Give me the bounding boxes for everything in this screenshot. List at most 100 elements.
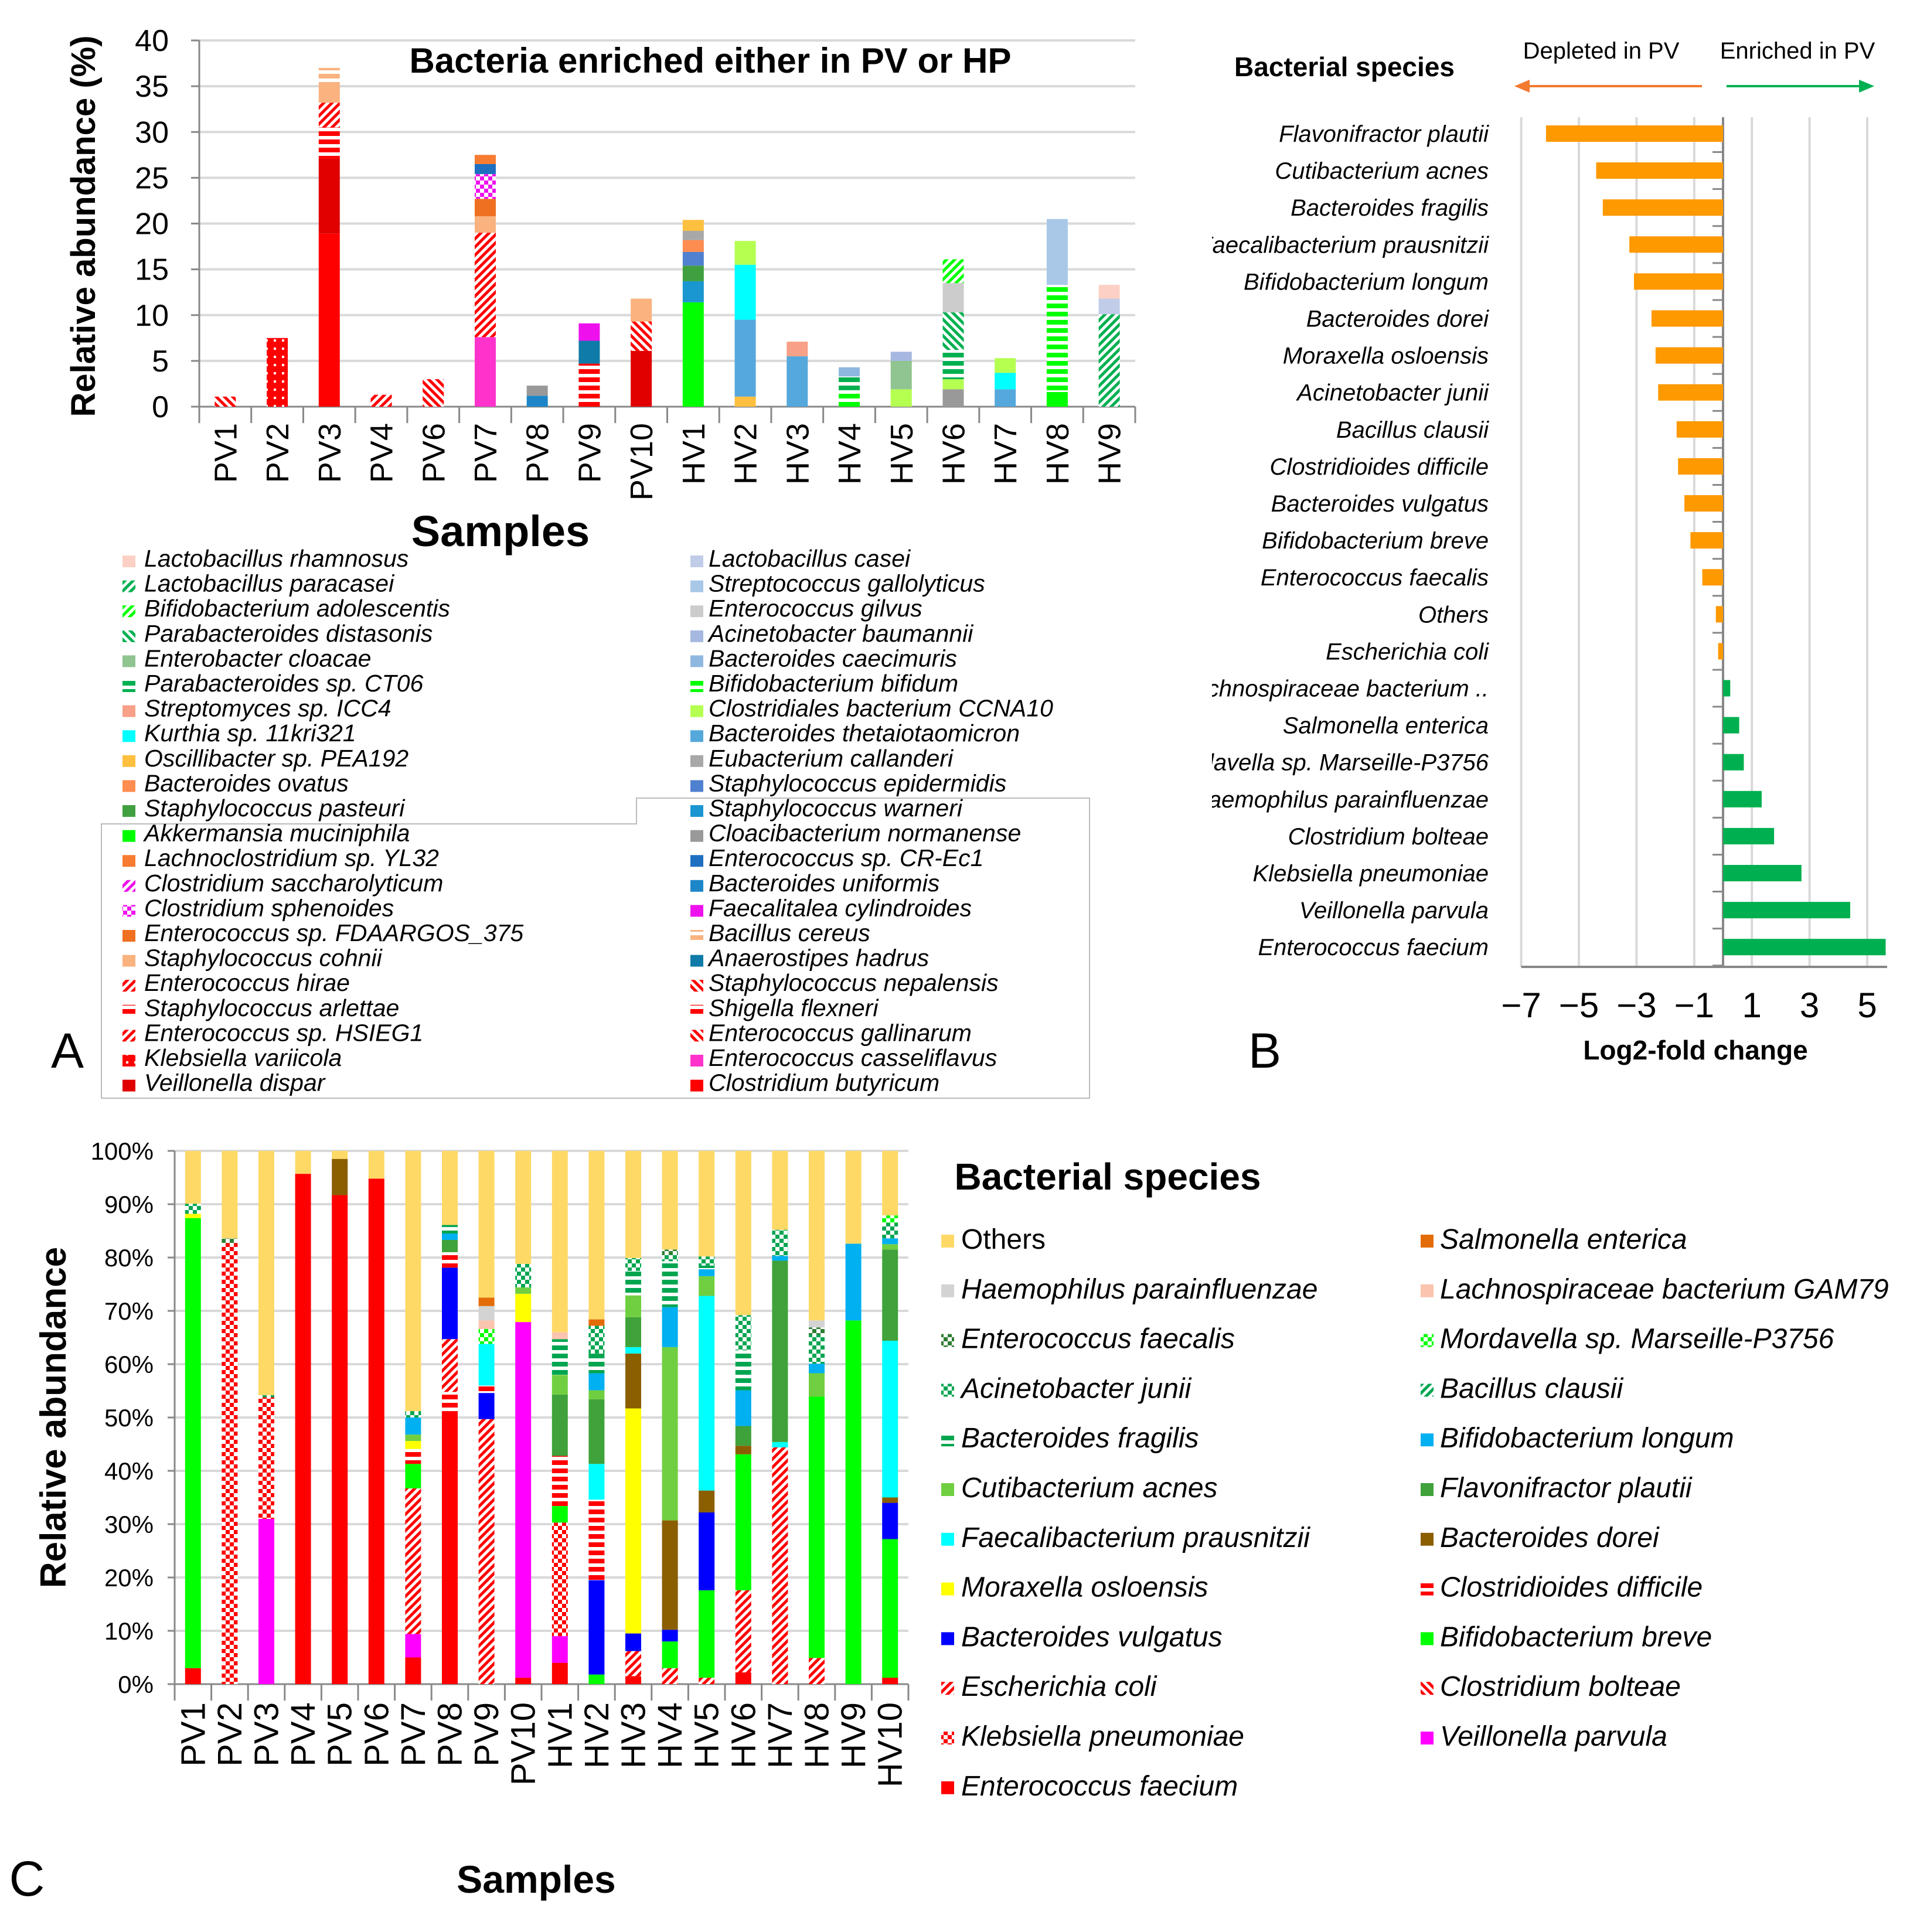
bar-stack-HV1	[682, 220, 704, 407]
arrowhead-right-icon	[1859, 80, 1874, 93]
bar-stack-PV1	[215, 396, 236, 407]
legend-item: Bifidobacterium adolescentis	[122, 595, 450, 622]
category-label: Faecalibacterium prausnitzii	[1198, 232, 1489, 258]
bar-segment-blo	[772, 1256, 788, 1261]
bar-segment-oth	[295, 1151, 311, 1174]
y-tick-label: 70%	[104, 1297, 154, 1325]
legend-swatch	[122, 705, 135, 717]
legend-label: Eubacterium callanderi	[709, 745, 954, 772]
bar-segment-eca2	[474, 337, 496, 407]
bar-bacteroides-vulgatus	[1684, 495, 1723, 512]
bar-segment-sen	[478, 1297, 495, 1306]
legend-label: Bifidobacterium breve	[1440, 1621, 1712, 1652]
x-tick-label: −1	[1674, 986, 1714, 1025]
bar-segment-bbi	[839, 390, 860, 407]
legend-swatch	[1421, 1284, 1434, 1297]
bar-segment-vpa	[515, 1322, 532, 1678]
legend-label: Bacteroides caecimuris	[709, 645, 957, 672]
legend-swatch	[690, 1055, 703, 1066]
legend-label: Bacteroides dorei	[1440, 1522, 1660, 1553]
bar-segment-bce	[318, 67, 340, 86]
bar-others	[1715, 606, 1723, 623]
legend-label: Bifidobacterium adolescentis	[144, 595, 450, 622]
bar-segment-bbr	[405, 1464, 421, 1489]
y-tick-label: 100%	[91, 1137, 154, 1165]
bar-stack-PV9	[478, 1151, 495, 1684]
legend-item: Escherichia coli	[941, 1671, 1157, 1702]
bar-segment-bvu	[588, 1580, 605, 1675]
bar-segment-aha	[578, 340, 600, 364]
bar-segment-ega	[631, 321, 652, 351]
bar-segment-blo	[442, 1234, 458, 1240]
bar-segment-osc	[682, 220, 704, 231]
legend-item: Haemophilus parainfluenzae	[941, 1274, 1317, 1305]
bar-segment-lac	[474, 155, 496, 164]
legend-label: Staphylococcus nepalensis	[709, 969, 999, 996]
legend-swatch	[690, 830, 703, 842]
bar-stack-HV5	[699, 1151, 715, 1684]
legend-item: Enterococcus gallinarum	[690, 1019, 972, 1046]
bar-segment-oth	[699, 1151, 715, 1257]
x-tick-label: HV8	[798, 1702, 836, 1769]
depleted-annotation: Depleted in PV	[1523, 38, 1680, 64]
legend-item: Staphylococcus nepalensis	[690, 969, 999, 996]
bar-stack-HV3	[625, 1151, 641, 1684]
bar-segment-efm	[332, 1195, 348, 1684]
legend-item: Enterococcus sp. FDAARGOS_375	[122, 919, 523, 946]
bar-segment-efm	[405, 1657, 421, 1684]
legend-swatch	[1421, 1732, 1434, 1744]
bar-segment-sep	[682, 251, 704, 266]
bar-segment-oth	[332, 1151, 348, 1159]
bar-segment-bbr	[588, 1674, 605, 1684]
x-axis-label: Samples	[457, 1858, 615, 1901]
bar-segment-mos	[405, 1441, 421, 1449]
bar-stack-HV10	[882, 1151, 898, 1684]
legend-label: Bacteroides vulgatus	[961, 1621, 1223, 1652]
bar-segment-egi	[942, 283, 964, 313]
bar-stack-HV9	[845, 1151, 862, 1684]
legend-label: Cloacibacterium normanense	[709, 820, 1021, 847]
y-tick-label: 50%	[104, 1404, 154, 1432]
y-axis-label: Relative abundance	[33, 1247, 74, 1588]
legend-label: Veillonella dispar	[144, 1069, 326, 1096]
legend-swatch	[122, 980, 135, 992]
legend-swatch	[122, 905, 135, 917]
legend-item: Kurthia sp. 11kri321	[122, 720, 356, 747]
legend-label: Enterococcus hirae	[144, 969, 350, 996]
legend-label: Bacteroides thetaiotaomicron	[709, 720, 1020, 747]
legend-item: Lactobacillus rhamnosus	[122, 545, 408, 572]
legend-swatch	[122, 930, 135, 942]
legend-item: Faecalibacterium prausnitzii	[941, 1522, 1310, 1553]
x-tick-label: HV10	[871, 1702, 910, 1787]
bar-segment-efm	[295, 1174, 311, 1684]
bar-segment-cac	[662, 1347, 678, 1521]
legend-swatch	[1421, 1433, 1434, 1447]
legend-label: Bacteroides uniformis	[709, 870, 939, 897]
bar-stack-HV6	[942, 259, 964, 407]
legend-swatch	[690, 705, 703, 717]
legend-swatch	[941, 1483, 954, 1496]
legend-swatch	[122, 755, 135, 767]
legend-swatch	[690, 880, 703, 892]
bar-segment-efm	[368, 1178, 384, 1684]
bar-stack-PV10	[515, 1151, 532, 1684]
legend-swatch	[1421, 1682, 1434, 1695]
bar-segment-oth	[185, 1151, 201, 1204]
bar-segment-lrh	[1098, 285, 1120, 299]
legend-label: Klebsiella variicola	[144, 1044, 342, 1071]
bar-segment-ecr	[474, 163, 496, 175]
bar-segment-vpa	[258, 1518, 274, 1684]
bar-segment-eco	[735, 1590, 751, 1672]
bar-segment-mos	[625, 1408, 641, 1634]
bar-segment-cdi	[442, 1392, 458, 1412]
x-tick-label: PV2	[211, 1702, 249, 1767]
legend-item: Bacteroides dorei	[1421, 1522, 1660, 1553]
bar-segment-sne	[423, 379, 444, 407]
legend-swatch	[690, 1030, 703, 1042]
x-tick-label: PV7	[394, 1702, 433, 1767]
legend-label: Enterococcus sp. FDAARGOS_375	[144, 919, 523, 946]
legend-label: Staphylococcus pasteuri	[144, 795, 406, 822]
bar-segment-ega	[215, 396, 236, 407]
y-tick-label: 90%	[104, 1191, 154, 1218]
